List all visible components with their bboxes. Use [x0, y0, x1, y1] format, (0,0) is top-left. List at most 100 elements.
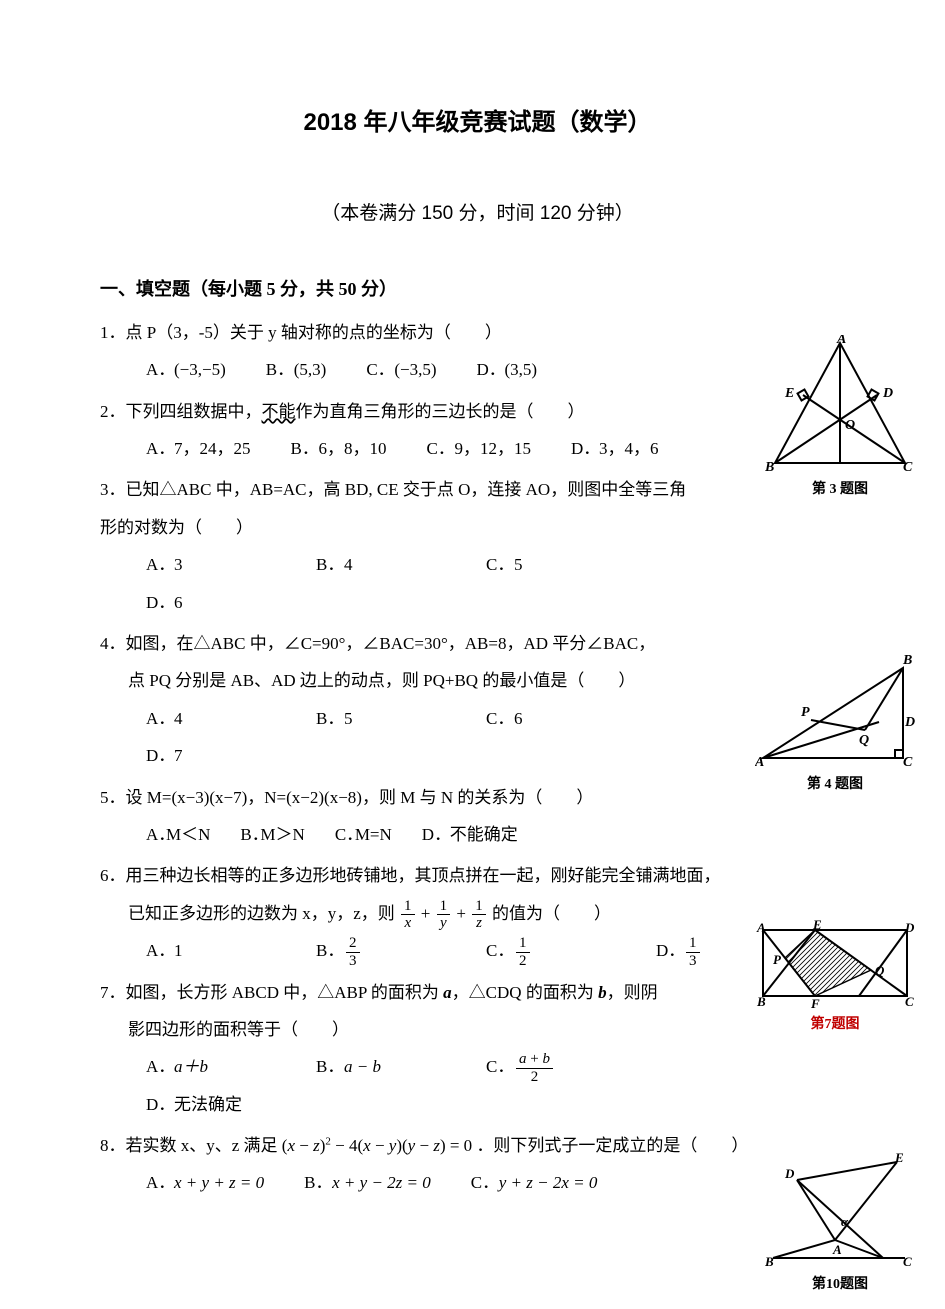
- svg-text:D: D: [882, 386, 893, 401]
- page-title: 2018 年八年级竞赛试题（数学）: [100, 100, 855, 146]
- figure-q4: A C B D P Q 第 4 题图: [755, 650, 915, 799]
- svg-text:D: D: [904, 920, 915, 935]
- q7-t3: ，则阴: [607, 983, 658, 1002]
- q6-line2-b: 的值为（ ）: [492, 904, 611, 923]
- q2-text-a: 下列四组数据中，: [126, 402, 262, 421]
- q3-opt-b: B．4: [316, 546, 446, 583]
- q6-num: 6．: [100, 866, 126, 885]
- q1-opt-d: D．(3,5): [477, 351, 538, 388]
- q4-opt-c: C．6: [486, 700, 616, 737]
- q8-opt-c: C．y + z − 2x = 0: [471, 1164, 598, 1201]
- question-4: 4．如图，在△ABC 中，∠C=90°，∠BAC=30°，AB=8，AD 平分∠…: [100, 625, 855, 775]
- q5-opt-b: B．M＞N: [240, 816, 304, 853]
- svg-text:D: D: [784, 1166, 795, 1181]
- q8-t2: ．则下列式子一定成立的是（ ）: [476, 1136, 748, 1155]
- q6-frac1: 1x: [401, 898, 415, 932]
- q3-num: 3．: [100, 480, 126, 499]
- q2-opt-c: C．9，12，15: [427, 430, 532, 467]
- q8-num: 8．: [100, 1136, 126, 1155]
- question-1: 1．点 P（3，-5）关于 y 轴对称的点的坐标为（ ） A．(−3,−5) B…: [100, 314, 855, 389]
- q6-line1: 用三种边长相等的正多边形地砖铺地，其顶点拼在一起，刚好能完全铺满地面，: [126, 866, 721, 885]
- question-5: 5．设 M=(x−3)(x−7)，N=(x−2)(x−8)，则 M 与 N 的关…: [100, 779, 855, 854]
- q5-opt-c: C．M=N: [335, 816, 392, 853]
- q4-opt-b: B．5: [316, 700, 446, 737]
- svg-text:E: E: [812, 920, 822, 932]
- svg-text:P: P: [773, 952, 782, 967]
- svg-text:A: A: [755, 755, 764, 770]
- svg-text:Q: Q: [859, 733, 869, 748]
- q8-opt-b: B．x + y − 2z = 0: [304, 1164, 431, 1201]
- svg-text:C: C: [903, 460, 913, 475]
- q7-b: b: [598, 983, 607, 1002]
- q1-opt-c: C．(−3,5): [366, 351, 436, 388]
- svg-text:C: C: [905, 994, 914, 1009]
- question-2: 2．下列四组数据中，不能作为直角三角形的三边长的是（ ） A．7，24，25 B…: [100, 393, 855, 468]
- q6-opt-c: C．12: [486, 932, 616, 969]
- svg-text:B: B: [765, 460, 774, 475]
- q6-frac2: 1y: [437, 898, 451, 932]
- q8-expr: (x − z)2 − 4(x − y)(y − z) = 0: [282, 1136, 472, 1155]
- svg-text:A: A: [836, 335, 846, 347]
- q1-text: 点 P（3，-5）关于 y 轴对称的点的坐标为（ ）: [126, 323, 502, 342]
- figure-q7-caption: 第7题图: [755, 1012, 915, 1039]
- figure-q3: A B C D E O 第 3 题图: [765, 335, 915, 504]
- q1-opt-a: A．(−3,−5): [146, 351, 226, 388]
- q7-line2: 影四边形的面积等于（ ）: [100, 1011, 685, 1048]
- q5-num: 5．: [100, 788, 126, 807]
- svg-text:A: A: [756, 920, 766, 935]
- q7-opt-a: A．a＋b: [146, 1048, 276, 1085]
- svg-text:C: C: [903, 755, 913, 770]
- q5-text: 设 M=(x−3)(x−7)，N=(x−2)(x−8)，则 M 与 N 的关系为…: [126, 788, 594, 807]
- q1-opt-b: B．(5,3): [266, 351, 327, 388]
- svg-text:Q: Q: [875, 963, 885, 978]
- svg-text:B: B: [902, 653, 912, 668]
- q6-line2-a: 已知正多边形的边数为 x，y，z，则: [128, 904, 399, 923]
- figure-q4-caption: 第 4 题图: [755, 772, 915, 799]
- q7-num: 7．: [100, 983, 126, 1002]
- question-7: 7．如图，长方形 ABCD 中，△ABP 的面积为 a，△CDQ 的面积为 b，…: [100, 974, 855, 1124]
- question-3: 3．已知△ABC 中，AB=AC，高 BD, CE 交于点 O，连接 AO，则图…: [100, 471, 855, 621]
- q5-opt-d: D．不能确定: [422, 816, 518, 853]
- figure-q10: BC ADE α 第10题图: [765, 1150, 915, 1299]
- q6-opt-d: D．13: [656, 932, 702, 969]
- q6-opt-a: A．1: [146, 932, 276, 969]
- svg-text:E: E: [784, 386, 794, 401]
- q1-num: 1．: [100, 323, 126, 342]
- q2-emph: 不能: [262, 402, 296, 421]
- question-8: 8．若实数 x、y、z 满足 (x − z)2 − 4(x − y)(y − z…: [100, 1127, 855, 1202]
- figure-q7: AED BFC PQ 第7题图: [755, 920, 915, 1039]
- page-subtitle: （本卷满分 150 分，时间 120 分钟）: [100, 196, 855, 232]
- q4-num: 4．: [100, 634, 126, 653]
- q6-frac3: 1z: [472, 898, 486, 932]
- q7-t2: ，△CDQ 的面积为: [452, 983, 598, 1002]
- q7-a: a: [443, 983, 452, 1002]
- q2-num: 2．: [100, 402, 126, 421]
- q2-opt-a: A．7，24，25: [146, 430, 251, 467]
- q2-opt-d: D．3，4，6: [571, 430, 659, 467]
- q4-line2: 点 PQ 分别是 AB、AD 边上的动点，则 PQ+BQ 的最小值是（ ）: [100, 662, 685, 699]
- q7-t1: 如图，长方形 ABCD 中，△ABP 的面积为: [126, 983, 444, 1002]
- q4-line1: 如图，在△ABC 中，∠C=90°，∠BAC=30°，AB=8，AD 平分∠BA…: [126, 634, 656, 653]
- svg-text:B: B: [756, 994, 766, 1009]
- question-6: 6．用三种边长相等的正多边形地砖铺地，其顶点拼在一起，刚好能完全铺满地面， 已知…: [100, 857, 855, 969]
- svg-text:A: A: [832, 1242, 842, 1257]
- q6-opt-b: B．23: [316, 932, 446, 969]
- q3-text: 已知△ABC 中，AB=AC，高 BD, CE 交于点 O，连接 AO，则图中全…: [100, 480, 686, 536]
- q7-opt-b: B．a − b: [316, 1048, 446, 1085]
- q8-opt-a: A．x + y + z = 0: [146, 1164, 264, 1201]
- figure-q10-caption: 第10题图: [765, 1272, 915, 1299]
- q3-opt-a: A．3: [146, 546, 276, 583]
- svg-text:P: P: [801, 705, 810, 720]
- q3-opt-d: D．6: [146, 584, 183, 621]
- q3-opt-c: C．5: [486, 546, 616, 583]
- svg-text:O: O: [845, 418, 855, 433]
- svg-text:α: α: [841, 1214, 849, 1229]
- svg-text:E: E: [894, 1150, 904, 1165]
- exam-page: 2018 年八年级竞赛试题（数学） （本卷满分 150 分，时间 120 分钟）…: [0, 0, 945, 1246]
- q2-opt-b: B．6，8，10: [291, 430, 387, 467]
- q8-t1: 若实数 x、y、z 满足: [126, 1136, 282, 1155]
- svg-text:B: B: [765, 1254, 774, 1269]
- q5-opt-a: A．M＜N: [146, 816, 210, 853]
- svg-text:D: D: [904, 715, 915, 730]
- q4-opt-d: D．7: [146, 737, 183, 774]
